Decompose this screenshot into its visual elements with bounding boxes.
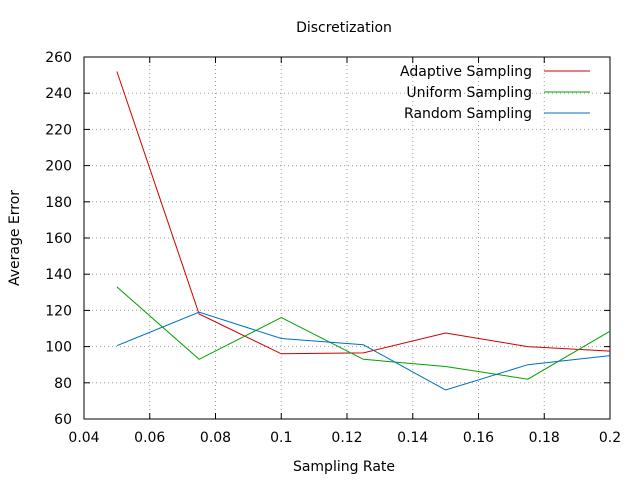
x-tick-label: 0.06 [134, 430, 165, 446]
series-lines [116, 71, 611, 391]
grid [84, 57, 610, 419]
y-tick-label: 140 [45, 267, 72, 283]
y-tick-label: 160 [45, 231, 72, 247]
x-tick-label: 0.12 [331, 430, 362, 446]
y-tick-label: 220 [45, 122, 72, 138]
plot-frame [83, 56, 611, 420]
y-tick-label: 200 [45, 159, 72, 175]
x-tick-label: 0.1 [270, 430, 292, 446]
legend-label-random-sampling: Random Sampling [404, 106, 532, 122]
x-tick-label: 0.04 [68, 430, 99, 446]
legend: Adaptive Sampling Uniform Sampling Random … [400, 64, 590, 122]
y-tick-label: 80 [54, 376, 72, 392]
y-tick-label: 260 [45, 50, 72, 66]
chart-title: Discretization [296, 20, 392, 36]
y-tick-labels: 60 80 100 120 140 160 180 200 220 240 260 [45, 50, 72, 428]
y-axis-title: Average Error [7, 190, 23, 286]
legend-label-adaptive-sampling: Adaptive Sampling [400, 64, 532, 80]
series-line-random-sampling [116, 311, 611, 391]
series-line-adaptive-sampling [116, 71, 611, 355]
legend-label-uniform-sampling: Uniform Sampling [406, 85, 532, 101]
x-tick-label: 0.16 [463, 430, 494, 446]
x-tick-label: 0.2 [599, 430, 621, 446]
x-axis-title: Sampling Rate [293, 459, 395, 475]
y-tick-label: 60 [54, 412, 72, 428]
x-tick-label: 0.18 [529, 430, 560, 446]
series-line-uniform-sampling [116, 286, 611, 380]
y-tick-label: 100 [45, 340, 72, 356]
y-tick-label: 180 [45, 195, 72, 211]
y-tick-label: 120 [45, 303, 72, 319]
x-tick-label: 0.08 [200, 430, 231, 446]
y-tick-label: 240 [45, 86, 72, 102]
x-tick-label: 0.14 [397, 430, 428, 446]
x-tick-labels: 0.04 0.06 0.08 0.1 0.12 0.14 0.16 0.18 0.2 [68, 430, 621, 446]
